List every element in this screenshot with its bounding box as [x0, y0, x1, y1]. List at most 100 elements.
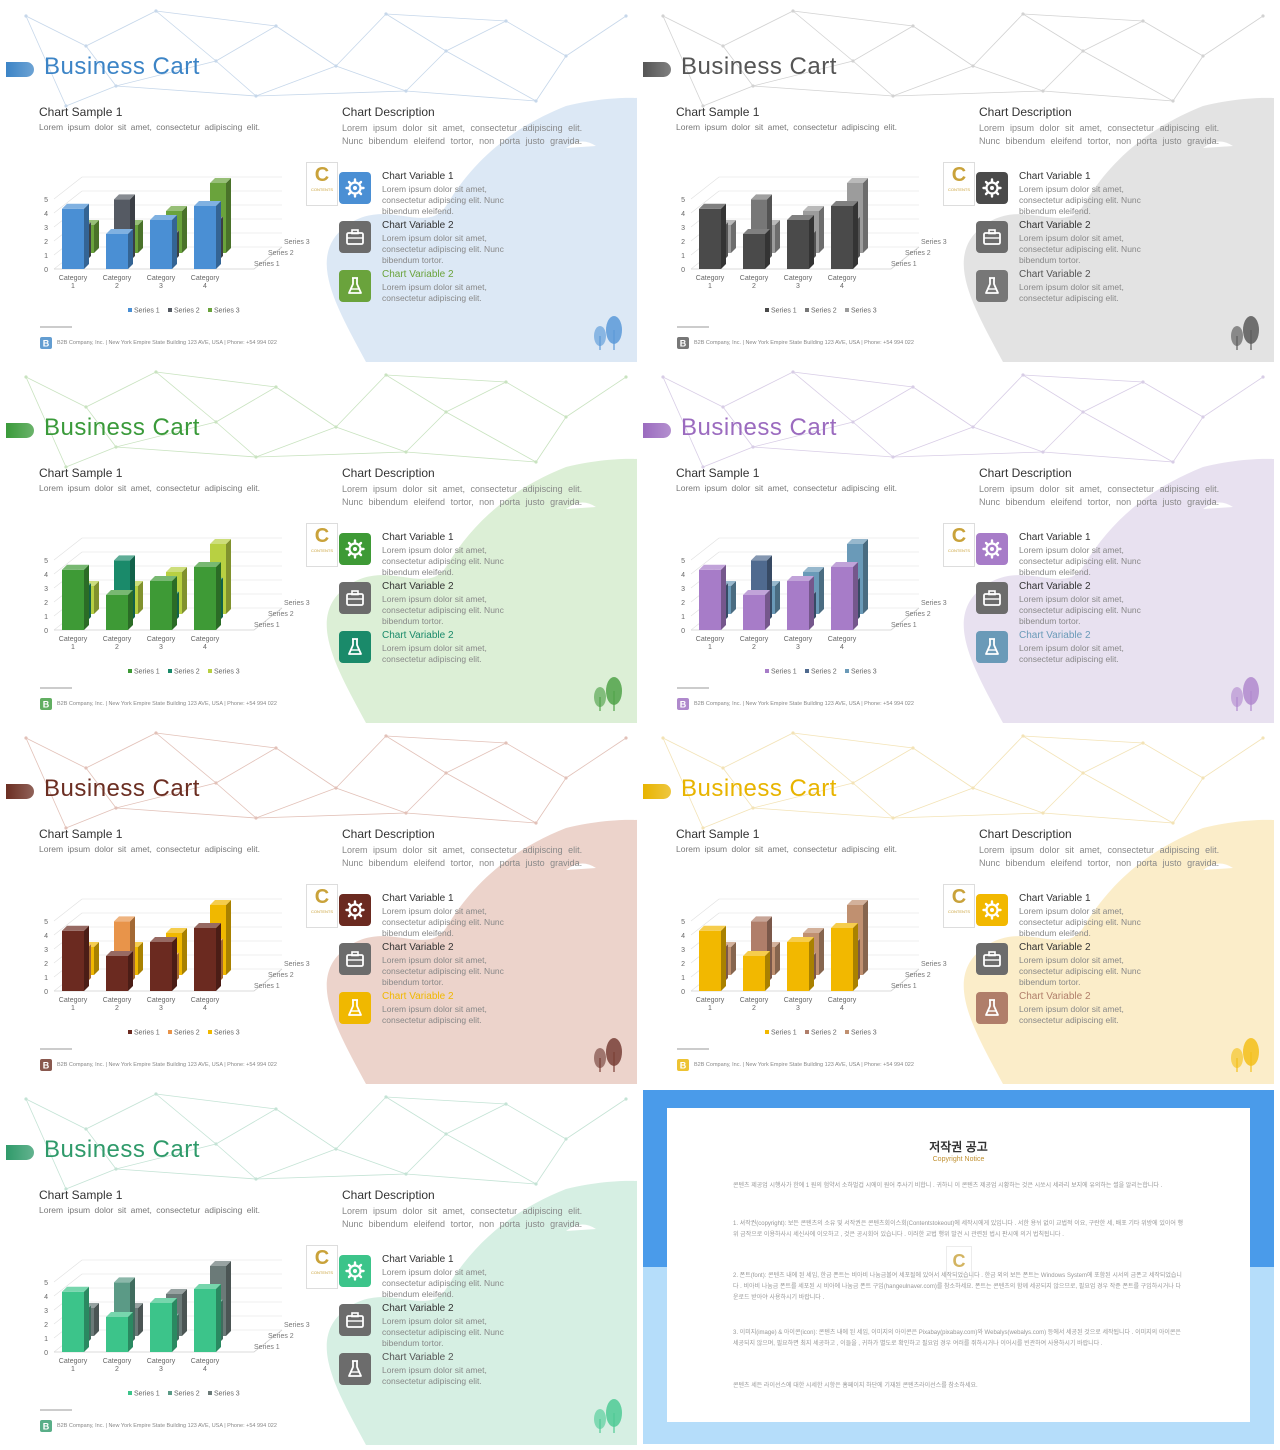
y-tick-label: 1	[44, 614, 48, 621]
slide-title: Business Cart	[44, 53, 200, 80]
depth-series-label: Series 3	[284, 600, 310, 607]
gear-icon	[345, 178, 365, 198]
chart-bar	[699, 203, 726, 269]
background-blob	[963, 97, 1274, 362]
briefcase-icon	[983, 229, 1001, 245]
legend-label: Series 2	[811, 1030, 837, 1037]
x-tick-label: Category	[147, 275, 176, 282]
tree-icon	[1231, 1038, 1259, 1072]
x-tick-label: Category	[103, 1358, 132, 1365]
y-tick-label: 1	[681, 253, 685, 260]
chart-variable-item: Chart Variable 1 Lorem ipsum dolor sit a…	[339, 532, 609, 578]
footer-text: B2B Company, Inc. | New York Empire Stat…	[57, 340, 277, 346]
x-tick-label: 2	[752, 1005, 756, 1012]
chart-bar	[831, 201, 858, 269]
depth-series-label: Series 2	[268, 1333, 294, 1340]
svg-text:B: B	[680, 339, 687, 349]
chart-bar	[150, 1298, 177, 1352]
variable-text: Lorem ipsum dolor sit amet, consectetur …	[1019, 955, 1141, 987]
depth-series-label: Series 3	[921, 600, 947, 607]
chart-variable-item: Chart Variable 2 Lorem ipsum dolor sit a…	[339, 1303, 609, 1349]
svg-text:B: B	[680, 700, 687, 710]
briefcase-icon	[346, 229, 364, 245]
flask-icon	[985, 277, 999, 294]
variable-text: Lorem ipsum dolor sit amet, consectetur …	[1019, 906, 1141, 938]
title-accent-bar	[643, 62, 671, 77]
variable-title: Chart Variable 2	[382, 630, 454, 641]
depth-series-label: Series 1	[891, 622, 917, 629]
contents-logo: C CONTENTS	[943, 523, 975, 567]
network-pattern	[661, 370, 1265, 469]
chart-variable-item: Chart Variable 2 Lorem ipsum dolor sit a…	[976, 942, 1246, 988]
variable-text: Lorem ipsum dolor sit amet, consectetur …	[1019, 282, 1124, 303]
variable-title: Chart Variable 1	[1019, 893, 1091, 904]
chart-variable-item: Chart Variable 2 Lorem ipsum dolor sit a…	[339, 220, 609, 266]
variable-icon-box	[339, 172, 371, 204]
variable-title: Chart Variable 2	[382, 220, 454, 231]
gear-icon	[345, 539, 365, 559]
variable-text: Lorem ipsum dolor sit amet, consectetur …	[382, 643, 487, 664]
y-tick-label: 3	[44, 1308, 48, 1315]
legend-swatch	[128, 669, 132, 673]
legend-swatch	[128, 1391, 132, 1395]
bar-chart-3d: 012345Category1Category2Category3Categor…	[681, 176, 947, 315]
legend-swatch	[208, 308, 212, 312]
x-tick-label: 1	[71, 1005, 75, 1012]
flask-icon	[348, 277, 362, 294]
y-tick-label: 3	[44, 586, 48, 593]
legend-label: Series 2	[811, 669, 837, 676]
x-tick-label: 1	[71, 283, 75, 290]
chart-variable-item: Chart Variable 2 Lorem ipsum dolor sit a…	[976, 581, 1246, 627]
x-tick-label: Category	[784, 997, 813, 1004]
company-logo-icon: B	[677, 698, 689, 710]
company-logo-icon: B	[40, 698, 52, 710]
x-tick-label: Category	[59, 997, 88, 1004]
variable-text: Lorem ipsum dolor sit amet, consectetur …	[382, 233, 504, 265]
contents-logo: C CONTENTS	[306, 523, 338, 567]
x-tick-label: 4	[840, 644, 844, 651]
variable-icon-box	[976, 894, 1008, 926]
x-tick-label: 4	[203, 1366, 207, 1373]
bar-chart-3d: 012345Category1Category2Category3Categor…	[44, 537, 310, 676]
variable-title: Chart Variable 2	[1019, 630, 1091, 641]
footer-divider	[677, 326, 709, 328]
tree-icon	[594, 316, 622, 350]
x-tick-label: Category	[103, 997, 132, 1004]
y-tick-label: 2	[44, 961, 48, 968]
variable-text: Lorem ipsum dolor sit amet, consectetur …	[1019, 594, 1141, 626]
chart-bar	[743, 229, 770, 269]
legend-label: Series 1	[134, 669, 160, 676]
x-tick-label: Category	[147, 636, 176, 643]
y-tick-label: 4	[44, 1294, 48, 1301]
legend-swatch	[168, 308, 172, 312]
chart-variable-item: Chart Variable 1 Lorem ipsum dolor sit a…	[976, 171, 1246, 217]
depth-series-label: Series 2	[268, 250, 294, 257]
variable-title: Chart Variable 1	[382, 532, 454, 543]
contents-logo: C CONTENTS	[306, 884, 338, 928]
y-tick-label: 5	[44, 919, 48, 926]
copyright-card: 저작권 공고 Copyright Notice C 콘텐츠 제공업 시행사가 한…	[667, 1108, 1250, 1422]
footer-text: B2B Company, Inc. | New York Empire Stat…	[694, 340, 914, 346]
chart-bar	[62, 203, 89, 269]
variable-icon-box	[339, 992, 371, 1024]
x-tick-label: 3	[796, 644, 800, 651]
briefcase-icon	[983, 951, 1001, 967]
variable-icon-box	[339, 894, 371, 926]
chart-sample-title: Chart Sample 1	[676, 105, 760, 119]
logo-subtext: CONTENTS	[311, 909, 333, 914]
depth-series-label: Series 1	[254, 622, 280, 629]
y-tick-label: 0	[44, 267, 48, 274]
chart-bar	[62, 1286, 89, 1352]
network-pattern	[24, 370, 628, 469]
variable-icon-box	[976, 270, 1008, 302]
x-tick-label: Category	[59, 636, 88, 643]
y-tick-label: 1	[681, 614, 685, 621]
x-tick-label: 3	[159, 283, 163, 290]
chart-bar	[831, 923, 858, 991]
legend-swatch	[765, 669, 769, 673]
variable-icon-box	[976, 943, 1008, 975]
network-pattern	[24, 9, 628, 108]
slide-title: Business Cart	[44, 414, 200, 441]
footer-divider	[677, 1048, 709, 1050]
background-blob	[326, 458, 637, 723]
